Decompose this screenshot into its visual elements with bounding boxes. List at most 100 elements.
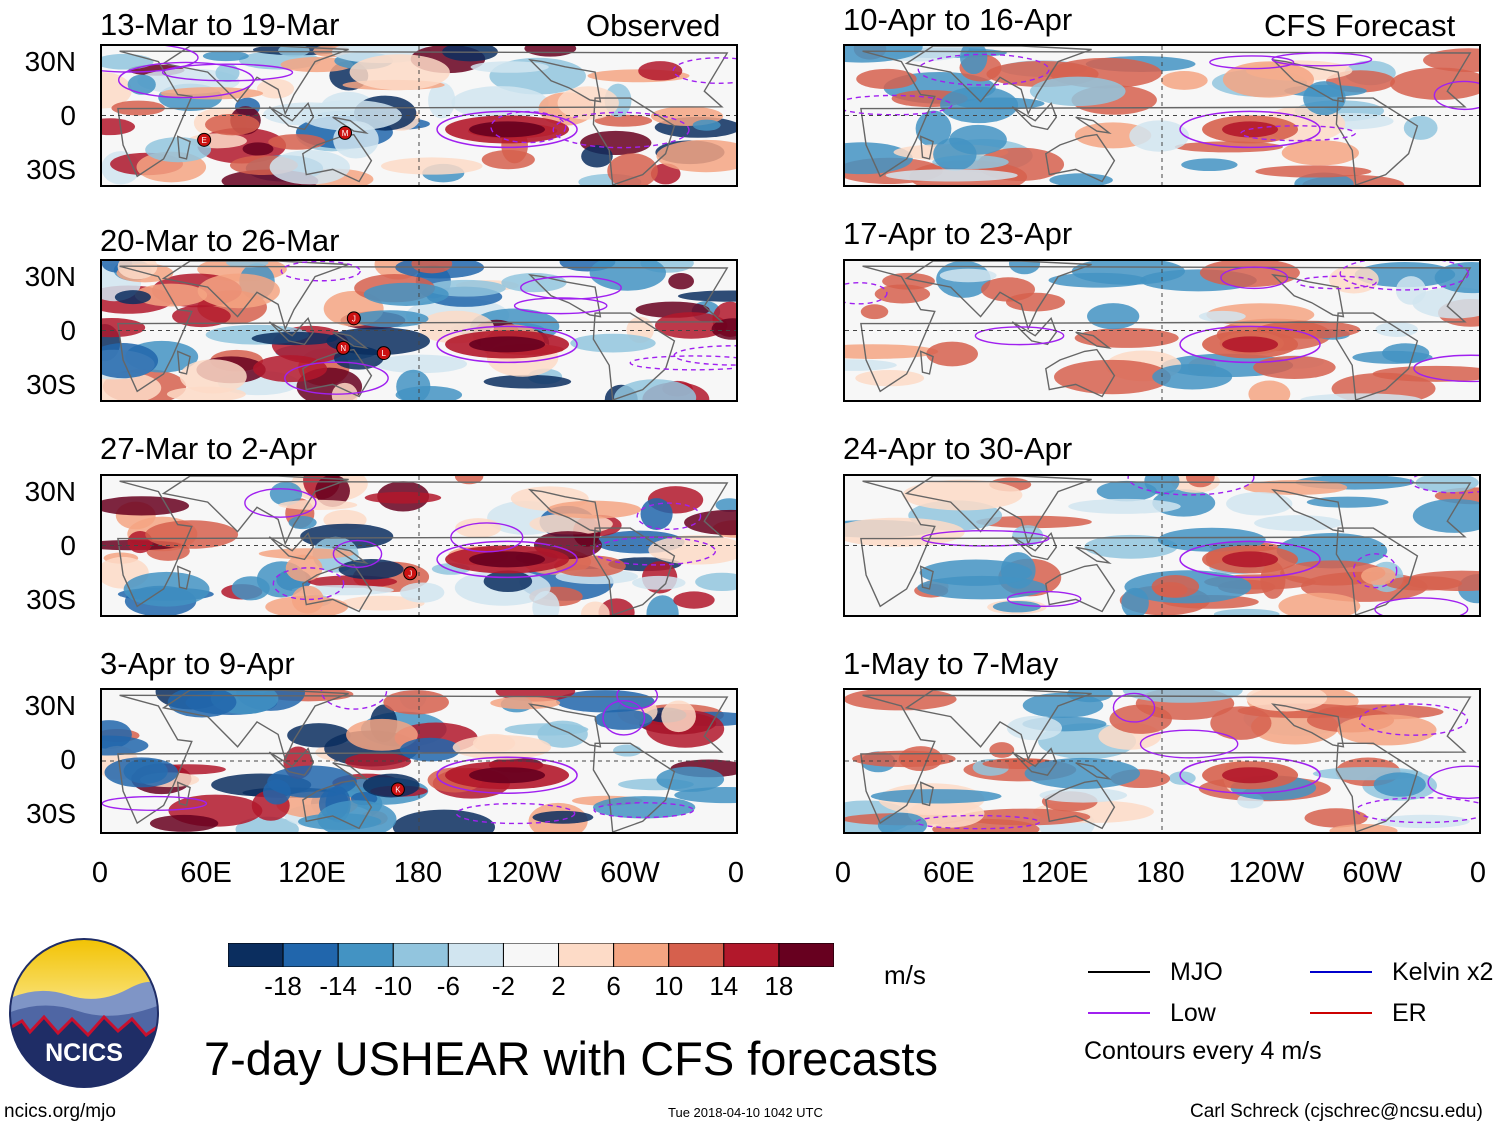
lon-label: 0 — [91, 857, 109, 889]
units-label: m/s — [884, 960, 926, 990]
contour-note: Contours every 4 m/s — [1084, 1037, 1322, 1065]
colorbar-swatch — [337, 943, 394, 967]
lon-label: 60E — [180, 857, 232, 889]
footer-credit: Carl Schreck (cjschrec@ncsu.edu) — [1190, 1101, 1483, 1122]
lon-label: 120W — [486, 857, 562, 889]
legend-swatch — [1088, 1012, 1150, 1014]
colorbar-swatch — [228, 943, 284, 967]
panel-title: 17-Apr to 23-Apr — [843, 216, 1073, 251]
colorbar-swatch — [723, 943, 780, 967]
ncics-logo: NCICS — [9, 938, 159, 1088]
lat-label: 30N — [24, 476, 76, 507]
legend-label: MJO — [1170, 958, 1223, 986]
storm-marker: J — [403, 566, 418, 581]
colorbar-swatch — [502, 943, 560, 967]
map-panel: J — [100, 474, 738, 617]
shear-field — [845, 46, 1479, 185]
colorbar-tick-label: -6 — [436, 971, 460, 1001]
colorbar — [228, 943, 834, 967]
lat-label: 0 — [60, 315, 76, 346]
panel-title: 10-Apr to 16-Apr — [843, 2, 1073, 37]
legend-swatch — [1310, 1012, 1372, 1014]
legend-label: Low — [1170, 999, 1216, 1027]
colorbar-tick-label: 6 — [606, 971, 621, 1001]
lon-label: 60W — [1342, 857, 1402, 889]
shear-field — [845, 261, 1479, 400]
svg-text:E: E — [201, 136, 206, 145]
lon-label: 0 — [727, 857, 745, 889]
lat-label: 30S — [26, 369, 76, 400]
panel-title: 13-Mar to 19-Mar — [100, 7, 340, 42]
map-panel — [843, 44, 1481, 187]
lat-label: 30N — [24, 46, 76, 77]
main-title: 7-day USHEAR with CFS forecasts — [204, 1032, 938, 1085]
colorbar-swatch — [778, 943, 834, 967]
legend-label: ER — [1392, 999, 1427, 1027]
storm-marker: K — [390, 782, 405, 797]
storm-marker: L — [376, 346, 391, 361]
shear-field: K — [102, 690, 736, 832]
colorbar-tick-label: -18 — [264, 971, 302, 1001]
colorbar-tick-label: 14 — [709, 971, 739, 1001]
panel-title: 27-Mar to 2-Apr — [100, 431, 318, 466]
svg-text:N: N — [340, 344, 346, 353]
lon-label: 0 — [834, 857, 852, 889]
lat-label: 30S — [26, 798, 76, 829]
lon-label: 120W — [1228, 857, 1305, 889]
shear-field: J N L — [102, 261, 736, 400]
lon-label: 60W — [600, 857, 660, 889]
observed-label: Observed — [586, 8, 721, 43]
colorbar-swatch — [558, 943, 615, 967]
lat-label: 30N — [24, 261, 76, 292]
lat-label: 30N — [24, 690, 76, 721]
colorbar-tick-label: -2 — [491, 971, 516, 1001]
lon-label: 180 — [1136, 857, 1185, 889]
lon-label: 180 — [393, 857, 443, 889]
storm-marker: M — [338, 125, 353, 140]
panel-title: 24-Apr to 30-Apr — [843, 431, 1073, 466]
storm-marker: N — [336, 340, 351, 355]
shear-field — [845, 476, 1479, 615]
lon-label: 120E — [278, 857, 346, 889]
lat-label: 30S — [26, 154, 76, 185]
svg-text:M: M — [342, 129, 349, 138]
shear-field — [845, 690, 1479, 832]
lon-label: 60E — [923, 857, 975, 889]
lat-label: 0 — [60, 744, 76, 775]
lon-label: 0 — [1469, 857, 1487, 889]
colorbar-tick-label: 10 — [654, 971, 684, 1001]
colorbar-swatch — [668, 943, 725, 967]
legend-swatch — [1088, 971, 1150, 973]
lat-label: 30S — [26, 584, 76, 615]
svg-text:K: K — [395, 785, 401, 794]
colorbar-swatch — [447, 943, 504, 967]
colorbar-swatch — [613, 943, 670, 967]
svg-text:L: L — [382, 349, 387, 358]
footer-timestamp: Tue 2018-04-10 1042 UTC — [668, 1105, 823, 1120]
lat-label: 0 — [60, 530, 76, 561]
logo-text: NCICS — [45, 1039, 123, 1067]
colorbar-tick-label: 18 — [764, 971, 794, 1001]
colorbar-swatch — [282, 943, 339, 967]
map-panel — [843, 474, 1481, 617]
shear-field: J — [102, 476, 736, 615]
panel-title: 3-Apr to 9-Apr — [100, 646, 295, 681]
colorbar-swatch — [392, 943, 449, 967]
panel-title: 20-Mar to 26-Mar — [100, 223, 340, 258]
storm-marker: J — [346, 311, 361, 326]
map-panel: J N L — [100, 259, 738, 402]
lat-label: 0 — [60, 100, 76, 131]
svg-text:J: J — [408, 569, 412, 578]
shear-field: EM — [102, 46, 736, 185]
legend-swatch — [1310, 971, 1372, 973]
colorbar-tick-label: -10 — [374, 971, 413, 1001]
map-panel — [843, 259, 1481, 402]
legend-label: Kelvin x2 — [1392, 958, 1494, 986]
panel-title: 1-May to 7-May — [843, 646, 1059, 681]
forecast-label: CFS Forecast — [1264, 8, 1456, 43]
colorbar-tick-label: 2 — [551, 971, 566, 1001]
svg-text:J: J — [352, 314, 356, 323]
map-panel — [843, 688, 1481, 834]
footer-url[interactable]: ncics.org/mjo — [4, 1101, 116, 1122]
